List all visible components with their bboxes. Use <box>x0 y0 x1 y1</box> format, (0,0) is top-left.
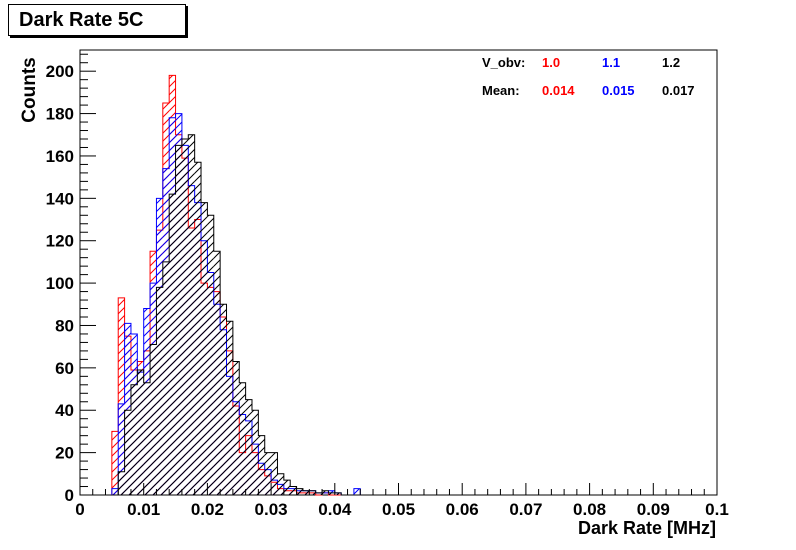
legend-series-2-mean: 0.015 <box>602 83 635 98</box>
histogram-bin <box>124 323 131 495</box>
histogram-bin <box>245 399 252 495</box>
x-tick-label: 0.1 <box>705 500 729 519</box>
histogram-bin <box>271 452 278 495</box>
x-tick-label: 0.01 <box>127 500 160 519</box>
histogram-bin <box>309 490 316 495</box>
histogram-bin <box>296 488 303 495</box>
histogram-bin <box>328 492 335 495</box>
histogram-bin <box>277 473 284 495</box>
histogram-bin <box>143 382 151 495</box>
x-axis-label: Dark Rate [MHz] <box>577 518 716 538</box>
y-tick-label: 0 <box>65 486 74 505</box>
histogram-bin <box>220 304 227 495</box>
series-3 <box>111 134 361 496</box>
x-tick-label: 0 <box>75 500 84 519</box>
histogram-bin <box>283 480 291 495</box>
histogram-bin <box>315 492 323 495</box>
x-tick-label: 0.03 <box>255 500 288 519</box>
histogram-bin <box>264 452 272 495</box>
histogram-bin <box>169 194 176 495</box>
y-tick-label: 140 <box>46 189 74 208</box>
histogram-bin <box>118 403 125 495</box>
histogram-bin <box>137 369 144 495</box>
series-layer <box>111 74 361 496</box>
y-tick-label: 120 <box>46 232 74 251</box>
y-tick-label: 80 <box>55 316 74 335</box>
histogram-bin <box>302 490 310 495</box>
legend-series-1-mean: 0.014 <box>542 83 575 98</box>
chart-title-box: Dark Rate 5C <box>8 4 186 36</box>
histogram-bin <box>175 145 182 495</box>
y-axis-label: Counts <box>19 57 40 123</box>
legend-mean-label: Mean: <box>482 83 520 98</box>
y-tick-label: 60 <box>55 359 74 378</box>
histogram-bin <box>251 410 259 495</box>
histogram-bin <box>181 139 189 495</box>
histogram-bin <box>226 321 233 495</box>
legend-series-2-name: 1.1 <box>602 55 621 70</box>
histogram-bin <box>258 435 265 495</box>
y-tick-label: 100 <box>46 274 74 293</box>
x-tick-label: 0.02 <box>191 500 224 519</box>
y-tick-label: 160 <box>46 147 74 166</box>
x-tick-label: 0.07 <box>509 500 542 519</box>
histogram-bin <box>353 488 361 495</box>
x-tick-label: 0.09 <box>637 500 670 519</box>
histogram-bin <box>194 162 202 496</box>
histogram-bin <box>290 486 297 495</box>
histogram-bin <box>322 490 329 495</box>
y-tick-label: 20 <box>55 444 74 463</box>
histogram-bin <box>130 384 138 495</box>
histogram-bin <box>232 361 240 495</box>
legend-header-label: V_obv: <box>482 55 526 70</box>
legend-series-3-mean: 0.017 <box>662 83 695 98</box>
x-tick-label: 0.04 <box>318 500 352 519</box>
x-tick-label: 0.05 <box>382 500 415 519</box>
histogram-bin <box>188 134 195 495</box>
histogram-bin <box>156 287 163 495</box>
histogram-bin <box>111 488 119 495</box>
histogram-bin <box>213 251 221 495</box>
histogram-bin <box>118 471 125 495</box>
y-tick-label: 180 <box>46 105 74 124</box>
legend-series-3-name: 1.2 <box>662 55 681 70</box>
histogram-bin <box>334 492 342 495</box>
y-tick-label: 200 <box>46 62 74 81</box>
x-tick-label: 0.08 <box>573 500 606 519</box>
histogram-bin <box>150 344 157 495</box>
chart-title: Dark Rate 5C <box>19 9 144 31</box>
histogram-bin <box>111 431 119 495</box>
histogram-bin <box>239 382 246 495</box>
legend-series-1-name: 1.0 <box>542 55 561 70</box>
histogram-bin <box>118 297 125 495</box>
y-tick-label: 40 <box>55 401 74 420</box>
histogram-bin <box>162 261 170 495</box>
histogram-bin <box>124 410 131 495</box>
histogram-bin <box>207 215 214 496</box>
x-tick-label: 0.06 <box>446 500 479 519</box>
axis-layer: 0 0.01 0.02 0.03 0.04 0.05 0.06 0.07 0.08 0.09 0.1… <box>46 53 729 519</box>
histogram-bin <box>201 202 208 496</box>
